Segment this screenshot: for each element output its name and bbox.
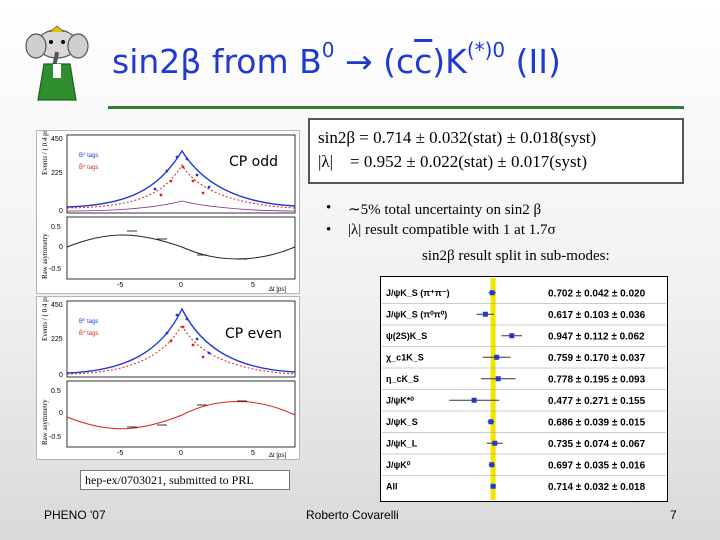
- cp-even-plot: Events / ( 0.4 ps ) Raw asymmetry 450 22…: [36, 296, 300, 460]
- data-point: [488, 419, 494, 425]
- data-point: [509, 333, 515, 339]
- mode-value: 0.778 ± 0.195 ± 0.093: [548, 374, 646, 385]
- mode-label: J/ψK_S (π⁰π⁰): [386, 309, 447, 319]
- mode-label: J/ψK*⁰: [386, 395, 414, 405]
- split-caption: sin2β result split in sub-modes:: [422, 248, 610, 264]
- bullet-item: • ∼5% total uncertainty on sin2 β: [326, 200, 542, 218]
- legend-entry: B⁰ tags: [79, 152, 98, 159]
- mode-value: 0.686 ± 0.039 ± 0.015: [548, 417, 646, 428]
- tick-label: 450: [51, 302, 63, 309]
- cp-even-label: CP even: [222, 326, 286, 342]
- submode-results-chart: J/ψK_S (π⁺π⁻) 0.702 ± 0.042 ± 0.020 J/ψK_S…: [380, 276, 668, 502]
- tick-label: 450: [51, 136, 63, 143]
- asym-axis-label: Raw asymmetry: [41, 233, 49, 279]
- asym-axis-label: Raw asymmetry: [41, 399, 49, 445]
- page-number: 7: [670, 508, 677, 522]
- tick-label: 0: [179, 282, 183, 289]
- result-sin2beta: sin2β = 0.714 ± 0.032(stat) ± 0.018(syst…: [318, 128, 597, 147]
- average-band: [490, 278, 496, 500]
- result-lambda: |λ| = 0.952 ± 0.022(stat) ± 0.017(syst): [318, 152, 588, 171]
- reference-box: hep-ex/0703021, submitted to PRL: [80, 470, 290, 490]
- tick-label: 225: [51, 336, 63, 343]
- tick-label: 0.5: [51, 224, 61, 231]
- cp-odd-label: CP odd: [226, 154, 282, 170]
- tick-label: 225: [51, 170, 63, 177]
- title-underline: [108, 106, 684, 109]
- tick-label: 0: [59, 208, 63, 215]
- legend-entry: B̄⁰ tags: [79, 164, 98, 171]
- mode-value: 0.947 ± 0.112 ± 0.062: [548, 331, 645, 342]
- bullet-icon: •: [326, 200, 332, 216]
- y-axis-label: Events / ( 0.4 ps ): [41, 296, 49, 341]
- mode-label: J/ψK⁰: [386, 460, 411, 470]
- legend-entry: B̄⁰ tags: [79, 330, 98, 337]
- mode-label: All: [386, 481, 398, 491]
- x-axis-label: Δt [ps]: [269, 453, 286, 459]
- tick-label: 0: [59, 410, 63, 417]
- elephant-mascot-icon: [25, 25, 89, 101]
- mode-value: 0.759 ± 0.170 ± 0.037: [548, 353, 646, 364]
- tick-label: -5: [117, 450, 123, 457]
- mode-label: ψ(2S)K_S: [386, 331, 427, 341]
- slide-title: sin2β from B0 → (cc)K(*)0 (II): [112, 38, 561, 81]
- mode-label: J/ψK_L: [386, 438, 418, 448]
- mode-label: χ_c1K_S: [386, 352, 424, 362]
- tick-label: -0.5: [49, 434, 61, 441]
- data-point: [495, 376, 501, 382]
- data-point: [492, 440, 498, 446]
- data-point: [494, 354, 500, 360]
- tick-label: 0: [59, 244, 63, 251]
- tick-label: 0: [59, 372, 63, 379]
- mode-label: J/ψK_S (π⁺π⁻): [386, 288, 450, 298]
- mode-value: 0.617 ± 0.103 ± 0.036: [548, 310, 646, 321]
- footer-left: PHENO '07: [44, 508, 106, 522]
- footer-center: Roberto Covarelli: [306, 508, 399, 522]
- bullet-icon: •: [326, 222, 332, 238]
- data-point: [489, 290, 495, 296]
- tick-label: 5: [251, 282, 255, 289]
- tick-label: -5: [117, 282, 123, 289]
- mode-value: 0.477 ± 0.271 ± 0.155: [548, 396, 646, 407]
- legend-entry: B⁰ tags: [79, 318, 98, 325]
- data-point: [471, 397, 477, 403]
- bullet-item: • |λ| result compatible with 1 at 1.7σ: [326, 222, 556, 238]
- y-axis-label: Events / ( 0.4 ps ): [41, 130, 49, 175]
- results-box: sin2β = 0.714 ± 0.032(stat) ± 0.018(syst…: [308, 118, 684, 184]
- mode-value: 0.735 ± 0.074 ± 0.067: [548, 439, 646, 450]
- tick-label: 0.5: [51, 388, 61, 395]
- data-point: [490, 483, 496, 489]
- tick-label: -0.5: [49, 266, 61, 273]
- mode-value: 0.714 ± 0.032 ± 0.018: [548, 482, 646, 493]
- mode-label: J/ψK_S: [386, 417, 418, 427]
- bullet-list: • ∼5% total uncertainty on sin2 β • |λ| re…: [326, 200, 696, 244]
- tick-label: 0: [179, 450, 183, 457]
- mode-label: η_cK_S: [386, 374, 419, 384]
- tick-label: 5: [251, 450, 255, 457]
- data-point: [482, 311, 488, 317]
- x-axis-label: Δt [ps]: [269, 287, 286, 293]
- mode-value: 0.697 ± 0.035 ± 0.016: [548, 460, 646, 471]
- data-point: [489, 462, 495, 468]
- mode-value: 0.702 ± 0.042 ± 0.020: [548, 288, 646, 299]
